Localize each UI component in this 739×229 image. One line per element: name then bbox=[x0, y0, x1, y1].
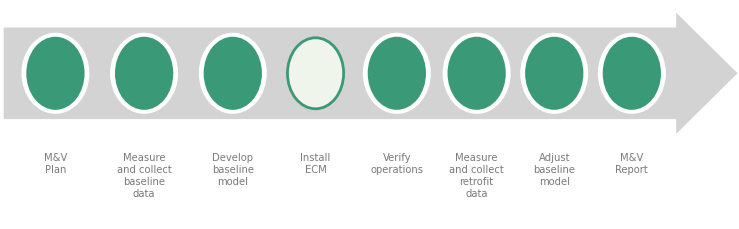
Text: Adjust
baseline
model: Adjust baseline model bbox=[534, 153, 575, 187]
Ellipse shape bbox=[520, 33, 588, 114]
Text: Install
ECM: Install ECM bbox=[301, 153, 330, 175]
Text: Verify
operations: Verify operations bbox=[370, 153, 423, 175]
Ellipse shape bbox=[363, 33, 431, 114]
Polygon shape bbox=[4, 13, 738, 134]
Ellipse shape bbox=[287, 38, 344, 109]
Ellipse shape bbox=[604, 38, 660, 109]
Ellipse shape bbox=[110, 33, 178, 114]
Text: M&V
Report: M&V Report bbox=[616, 153, 648, 175]
Text: Measure
and collect
retrofit
data: Measure and collect retrofit data bbox=[449, 153, 504, 199]
Ellipse shape bbox=[199, 33, 267, 114]
Ellipse shape bbox=[526, 38, 582, 109]
Ellipse shape bbox=[449, 38, 505, 109]
Ellipse shape bbox=[21, 33, 89, 114]
Ellipse shape bbox=[443, 33, 511, 114]
Ellipse shape bbox=[27, 38, 84, 109]
Ellipse shape bbox=[205, 38, 261, 109]
Ellipse shape bbox=[116, 38, 172, 109]
Text: Develop
baseline
model: Develop baseline model bbox=[212, 153, 253, 187]
Ellipse shape bbox=[369, 38, 425, 109]
Text: M&V
Plan: M&V Plan bbox=[44, 153, 67, 175]
Ellipse shape bbox=[598, 33, 666, 114]
Text: Measure
and collect
baseline
data: Measure and collect baseline data bbox=[117, 153, 171, 199]
